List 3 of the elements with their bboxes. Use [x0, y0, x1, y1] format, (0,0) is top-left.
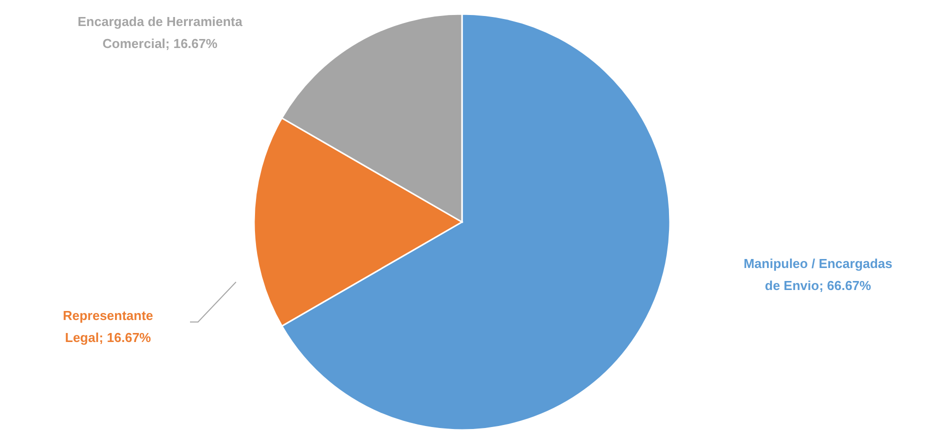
slice-label: Encargada de Herramienta Comercial; 16.67%	[78, 14, 244, 51]
slice-label: Manipuleo / Encargadas de Envio; 66.67%	[744, 256, 892, 293]
slice-label: Representante Legal; 16.67%	[62, 308, 154, 345]
